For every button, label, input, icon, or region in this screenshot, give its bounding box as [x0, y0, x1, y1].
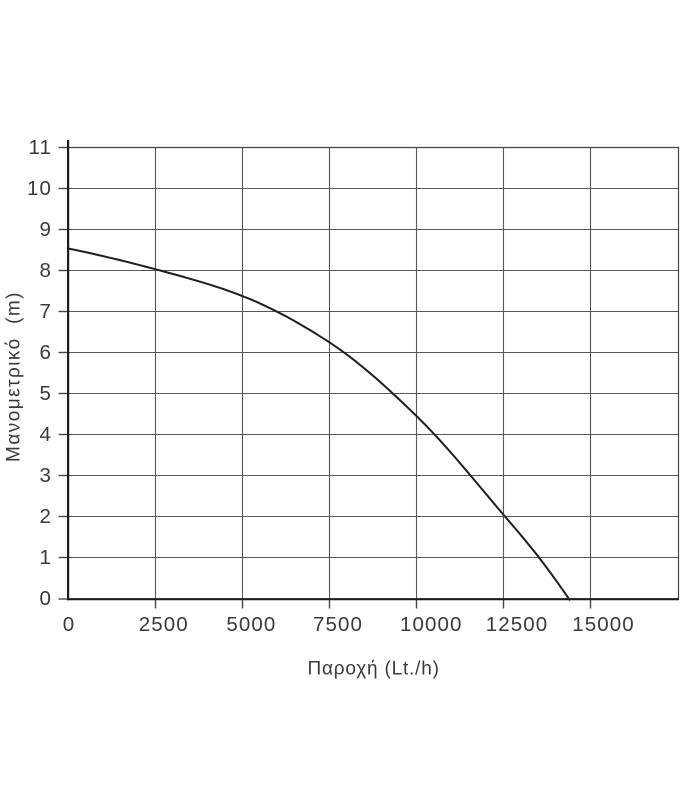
- svg-text:12500: 12500: [486, 613, 549, 636]
- svg-text:5: 5: [39, 382, 52, 405]
- svg-text:7500: 7500: [313, 613, 363, 636]
- svg-text:Παροχή (Lt./h): Παροχή (Lt./h): [307, 659, 439, 680]
- svg-text:10: 10: [27, 177, 52, 200]
- svg-text:8: 8: [39, 259, 52, 282]
- svg-text:1: 1: [39, 546, 52, 569]
- svg-text:7: 7: [39, 300, 52, 323]
- svg-text:6: 6: [39, 341, 52, 364]
- svg-text:15000: 15000: [572, 613, 635, 636]
- svg-text:0: 0: [63, 613, 76, 636]
- svg-text:5000: 5000: [226, 613, 276, 636]
- svg-text:2: 2: [39, 505, 52, 528]
- svg-text:11: 11: [29, 136, 52, 159]
- svg-text:0: 0: [39, 587, 52, 610]
- svg-text:3: 3: [39, 464, 52, 487]
- svg-text:9: 9: [39, 218, 52, 241]
- svg-text:Μανομετρικό (m): Μανομετρικό (m): [4, 291, 25, 462]
- svg-text:10000: 10000: [400, 613, 463, 636]
- svg-text:4: 4: [39, 423, 52, 446]
- svg-text:2500: 2500: [139, 613, 189, 636]
